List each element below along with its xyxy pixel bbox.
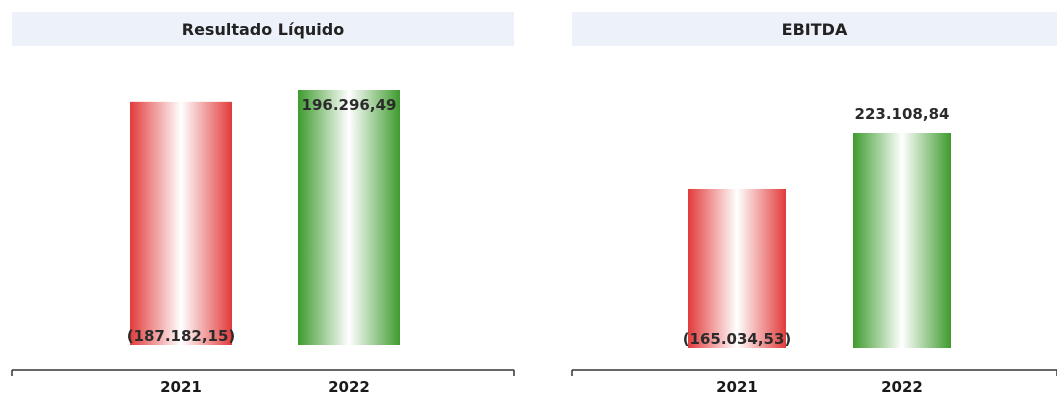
chart-panel-ebitda: EBITDA (165.034,53) 223.108,84 2021 2022: [530, 0, 1057, 397]
x-tick-label-2022: 2022: [328, 378, 370, 396]
chart-resultado-liquido: (187.182,15) 196.296,49 2021 2022: [11, 90, 515, 396]
data-label-2021: (165.034,53): [683, 330, 792, 348]
bar-2022: [853, 133, 951, 348]
x-tick-label-2021: 2021: [160, 378, 202, 396]
chart-panel-resultado-liquido: Resultado Líquido (187.182,15) 196.296,49…: [11, 12, 515, 396]
x-tick-label-2021: 2021: [716, 378, 758, 396]
data-label-2022: 223.108,84: [855, 105, 950, 123]
chart-ebitda: (165.034,53) 223.108,84 2021 2022: [571, 105, 1057, 396]
data-label-2022: 196.296,49: [302, 96, 397, 114]
bar-2021: [688, 188, 786, 348]
chart-title: Resultado Líquido: [12, 12, 514, 46]
data-label-2021: (187.182,15): [127, 327, 236, 345]
bar-2022: [298, 90, 400, 345]
x-tick-label-2022: 2022: [881, 378, 923, 396]
chart-title: EBITDA: [572, 12, 1057, 46]
bar-2021: [130, 101, 232, 346]
